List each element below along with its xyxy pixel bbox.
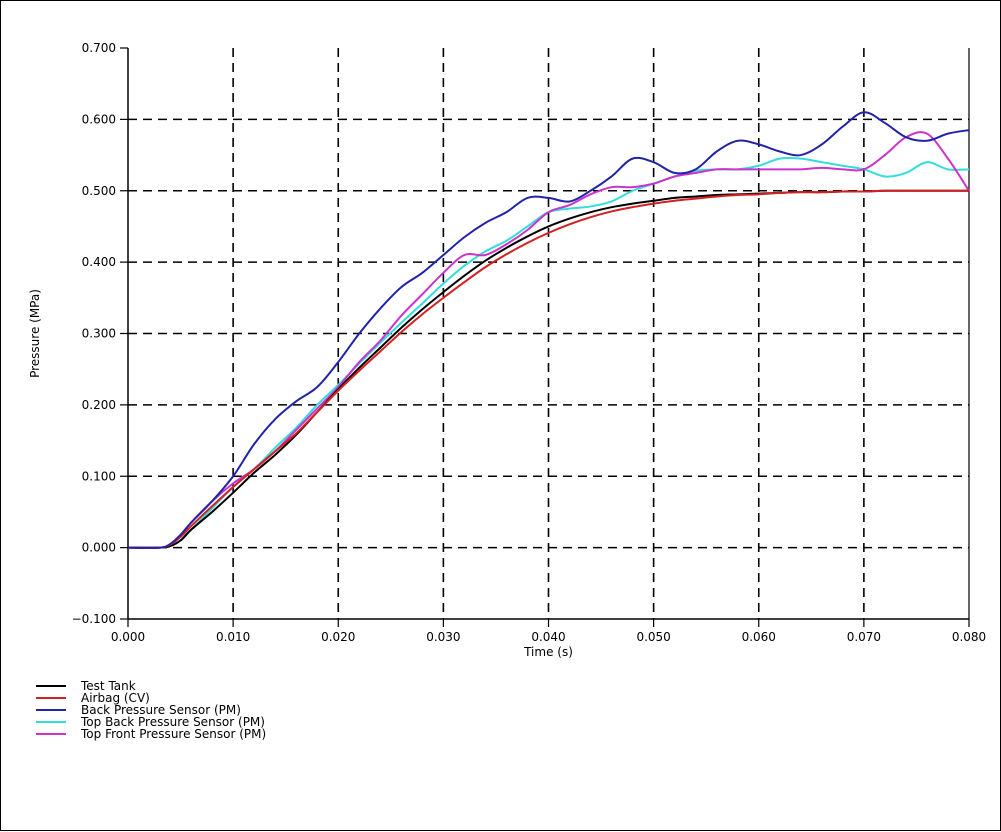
x-axis-label: Time (s) [523,645,573,659]
series-line-back-pressure-sensor-pm [127,111,970,549]
legend-item: Top Back Pressure Sensor (PM) [36,715,265,729]
x-tick-label: 0.080 [952,630,986,644]
legend-label: Test Tank [81,679,136,693]
legend-item: Back Pressure Sensor (PM) [36,703,241,717]
x-tick-label: 0.000 [111,630,145,644]
legend-item: Airbag (CV) [36,691,150,705]
x-tick-label: 0.070 [847,630,881,644]
x-tick-label: 0.060 [742,630,776,644]
legend-label: Top Front Pressure Sensor (PM) [81,727,267,741]
y-tick-label: 0.500 [82,184,116,198]
legend-swatch [36,697,66,699]
x-tick-label: 0.010 [216,630,250,644]
y-tick-label: 0.200 [82,398,116,412]
legend-swatch [36,733,66,735]
y-tick-label: 0.600 [82,112,116,126]
legend: Test Tank Airbag (CV) Back Pressure Sensor… [1,664,1001,832]
legend-swatch [36,709,66,711]
x-tick-label: 0.020 [321,630,355,644]
legend-item: Top Front Pressure Sensor (PM) [36,727,267,741]
legend-label: Back Pressure Sensor (PM) [81,703,241,717]
y-tick-label: 0.700 [82,41,116,55]
y-tick-label: 0.100 [82,469,116,483]
legend-label: Top Back Pressure Sensor (PM) [81,715,265,729]
line-chart: −0.100 0.000 0.100 0.200 0.300 0.400 0.500 0.60… [28,41,986,659]
y-tick-label: 0.300 [82,327,116,341]
y-tick-label: 0.000 [82,541,116,555]
x-tick-label: 0.050 [636,630,670,644]
x-tick-label: 0.030 [426,630,460,644]
series-line-airbag-cv [127,189,969,549]
y-tick-label: −0.100 [72,612,116,626]
legend-label: Airbag (CV) [81,691,150,705]
legend-swatch [36,685,66,687]
y-axis-label: Pressure (MPa) [28,289,42,378]
legend-item: Test Tank [36,679,136,693]
legend-swatch [36,721,66,723]
y-tick-label: 0.400 [82,255,116,269]
x-tick-label: 0.040 [531,630,565,644]
